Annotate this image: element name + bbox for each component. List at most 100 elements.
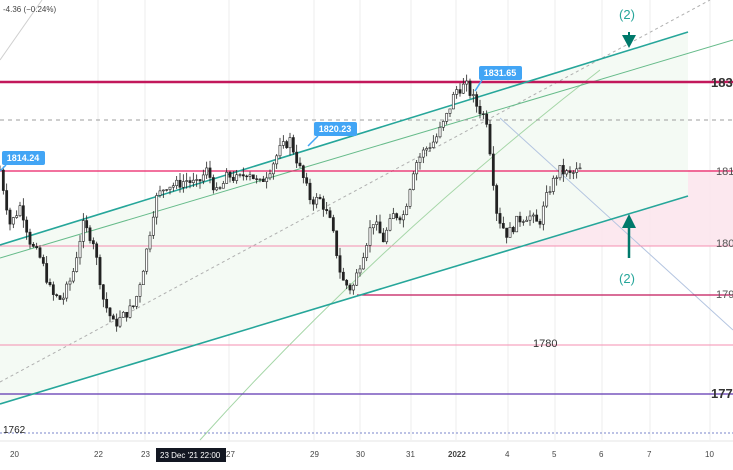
candle-body [78, 241, 82, 259]
candle-body [385, 229, 389, 243]
candle-body [75, 257, 79, 272]
candle-body [15, 215, 19, 218]
candle-body [41, 257, 45, 264]
candle-body [491, 153, 495, 186]
candle-body [191, 179, 195, 183]
candle-body [338, 255, 342, 273]
candle-body [108, 307, 112, 317]
candle-body [391, 213, 395, 219]
time-tick: 2022 [448, 450, 466, 459]
candle-body [425, 148, 429, 151]
candle-body [55, 294, 59, 296]
candle-body [571, 172, 575, 174]
candle-body [365, 245, 369, 258]
candle-body [181, 181, 185, 188]
candle-body [395, 213, 399, 219]
candle-body [68, 280, 72, 285]
channel-midline [0, 39, 733, 259]
candle-body [101, 284, 105, 300]
candle-body [118, 317, 122, 327]
level-label-1762: 1762 [3, 425, 26, 436]
candle-body [208, 167, 212, 178]
candle-body [88, 227, 92, 241]
candle-body [178, 179, 182, 188]
candle-body [18, 205, 22, 217]
candle-body [578, 167, 582, 170]
candle-body [448, 108, 452, 114]
candle-body [21, 205, 25, 221]
candle-body [91, 240, 95, 245]
candle-body [421, 149, 425, 158]
candle-body [355, 272, 359, 286]
channel-lower [0, 195, 689, 405]
candle-body [85, 220, 89, 229]
candle-body [351, 284, 355, 291]
channel-upper [0, 31, 689, 246]
candle-body [228, 171, 232, 178]
candle-body [98, 257, 102, 286]
candle-body [548, 191, 552, 193]
candle-body [555, 177, 559, 179]
candle-body [461, 83, 465, 94]
candle-body [151, 216, 155, 236]
candle-body [438, 126, 442, 138]
candle-body [545, 192, 549, 207]
candle-body [128, 305, 132, 318]
candle-body [195, 179, 199, 181]
candle-body [245, 175, 249, 178]
candle-body [268, 173, 272, 179]
price-axis-label: 177 [711, 386, 733, 401]
candle-body [295, 151, 299, 164]
candle-body [241, 174, 245, 177]
time-axis: 20 22 23 23 Dec '21 22:00 27 29 30 31 20… [0, 440, 733, 462]
candle-body [498, 213, 502, 224]
candle-body [505, 227, 509, 238]
time-tick: 10 [705, 450, 714, 459]
candle-body [145, 248, 149, 272]
candle-body [565, 170, 569, 175]
candle-body [158, 190, 162, 196]
candle-body [451, 94, 455, 110]
candle-body [415, 162, 419, 175]
candle-body [205, 167, 209, 176]
candle-body [48, 282, 52, 286]
candle-body [258, 178, 262, 181]
candle-body [301, 165, 305, 178]
candle-body [521, 221, 525, 223]
candle-body [135, 296, 139, 307]
candle-body [435, 136, 439, 143]
trendline-grey [0, 0, 43, 61]
candle-body [1, 169, 5, 191]
candle-body [528, 215, 532, 221]
candle-body [475, 94, 479, 107]
candle-body [5, 190, 9, 211]
candle-body [328, 210, 332, 218]
candle-body [161, 189, 165, 192]
candle-body [375, 221, 379, 225]
arrow-up-icon [622, 214, 636, 258]
candle-body [381, 232, 385, 243]
candle-body [185, 180, 189, 182]
candle-body [138, 284, 142, 297]
candle-body [155, 195, 159, 218]
candle-body [225, 171, 229, 184]
candle-body [111, 315, 115, 320]
candle-body [51, 284, 55, 295]
candle-body [248, 174, 252, 177]
candle-body [405, 205, 409, 215]
marker-top-label: (2) [619, 7, 635, 22]
callout-1820-label: 1820.23 [319, 124, 352, 134]
candle-body [25, 219, 29, 233]
candle-body [265, 177, 269, 182]
candle-body [531, 214, 535, 217]
candle-body [211, 177, 215, 191]
callout-1814-label: 1814.24 [7, 153, 40, 163]
candle-body [311, 199, 315, 205]
candle-body [275, 155, 279, 165]
crosshair-time-badge [156, 448, 226, 462]
time-tick: 31 [406, 450, 415, 459]
candle-body [215, 187, 219, 191]
time-tick: 4 [505, 450, 510, 459]
channel-fill [0, 32, 688, 404]
candle-body [95, 243, 99, 258]
